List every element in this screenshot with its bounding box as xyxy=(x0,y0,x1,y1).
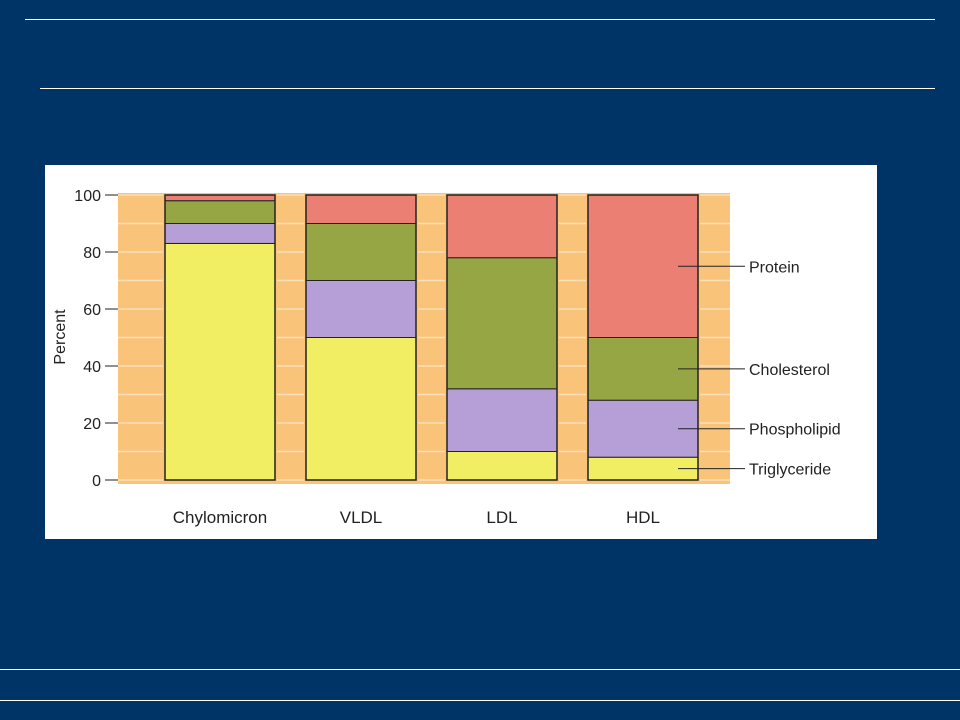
bar-segment-triglyceride-ldl xyxy=(446,451,558,481)
bar-segment-cholesterol-ldl xyxy=(446,257,558,390)
bar-segment-phospholipid-vldl xyxy=(305,280,417,338)
bar-segment-phospholipid-ldl xyxy=(446,388,558,453)
chart-bars xyxy=(163,193,700,484)
stacked-bar-chart: 0 20 40 60 80 100 Chylomicron VLDL LDL HDL Trigl… xyxy=(52,188,841,527)
y-tick-label: 0 xyxy=(92,473,101,490)
x-axis: Chylomicron VLDL LDL HDL xyxy=(173,508,660,527)
legend-label-phospholipid: Phospholipid xyxy=(749,422,841,439)
bottom-rule-lower xyxy=(0,700,960,701)
y-tick-label: 100 xyxy=(74,188,101,205)
y-tick-label: 40 xyxy=(83,359,101,376)
y-tick-label: 60 xyxy=(83,302,101,319)
x-tick-label-ldl: LDL xyxy=(486,508,517,527)
x-tick-label-hdl: HDL xyxy=(626,508,660,527)
bottom-rule-upper xyxy=(0,669,960,670)
bar-outline-vldl xyxy=(305,194,417,481)
bar-segment-protein-vldl xyxy=(305,194,417,224)
x-tick-label-vldl: VLDL xyxy=(340,508,383,527)
bar-outline-ldl xyxy=(446,194,558,481)
y-tick-label: 80 xyxy=(83,245,101,262)
x-tick-label-chylomicron: Chylomicron xyxy=(173,508,267,527)
bar-segment-triglyceride-chylomicron xyxy=(164,242,276,481)
top-rule xyxy=(25,19,935,20)
y-axis: 0 20 40 60 80 100 xyxy=(74,188,118,490)
bar-segment-cholesterol-chylomicron xyxy=(164,200,276,224)
bar-segment-triglyceride-vldl xyxy=(305,337,417,481)
title-rule xyxy=(40,88,935,89)
bar-segment-cholesterol-vldl xyxy=(305,223,417,281)
bar-segment-protein-chylomicron xyxy=(164,194,276,202)
bar-segment-phospholipid-chylomicron xyxy=(164,223,276,244)
bar-segment-protein-ldl xyxy=(446,194,558,259)
y-tick-label: 20 xyxy=(83,416,101,433)
chart-panel: 0 20 40 60 80 100 Chylomicron VLDL LDL HDL Trigl… xyxy=(45,165,877,539)
legend-label-cholesterol: Cholesterol xyxy=(749,362,830,379)
legend-label-protein: Protein xyxy=(749,259,800,276)
y-axis-title: Percent xyxy=(52,309,69,365)
bar-outline-hdl xyxy=(587,194,699,481)
legend-label-triglyceride: Triglyceride xyxy=(749,462,831,479)
legend: Triglyceride Phospholipid Cholesterol Prote… xyxy=(678,259,841,479)
bar-outline-chylomicron xyxy=(164,194,276,481)
